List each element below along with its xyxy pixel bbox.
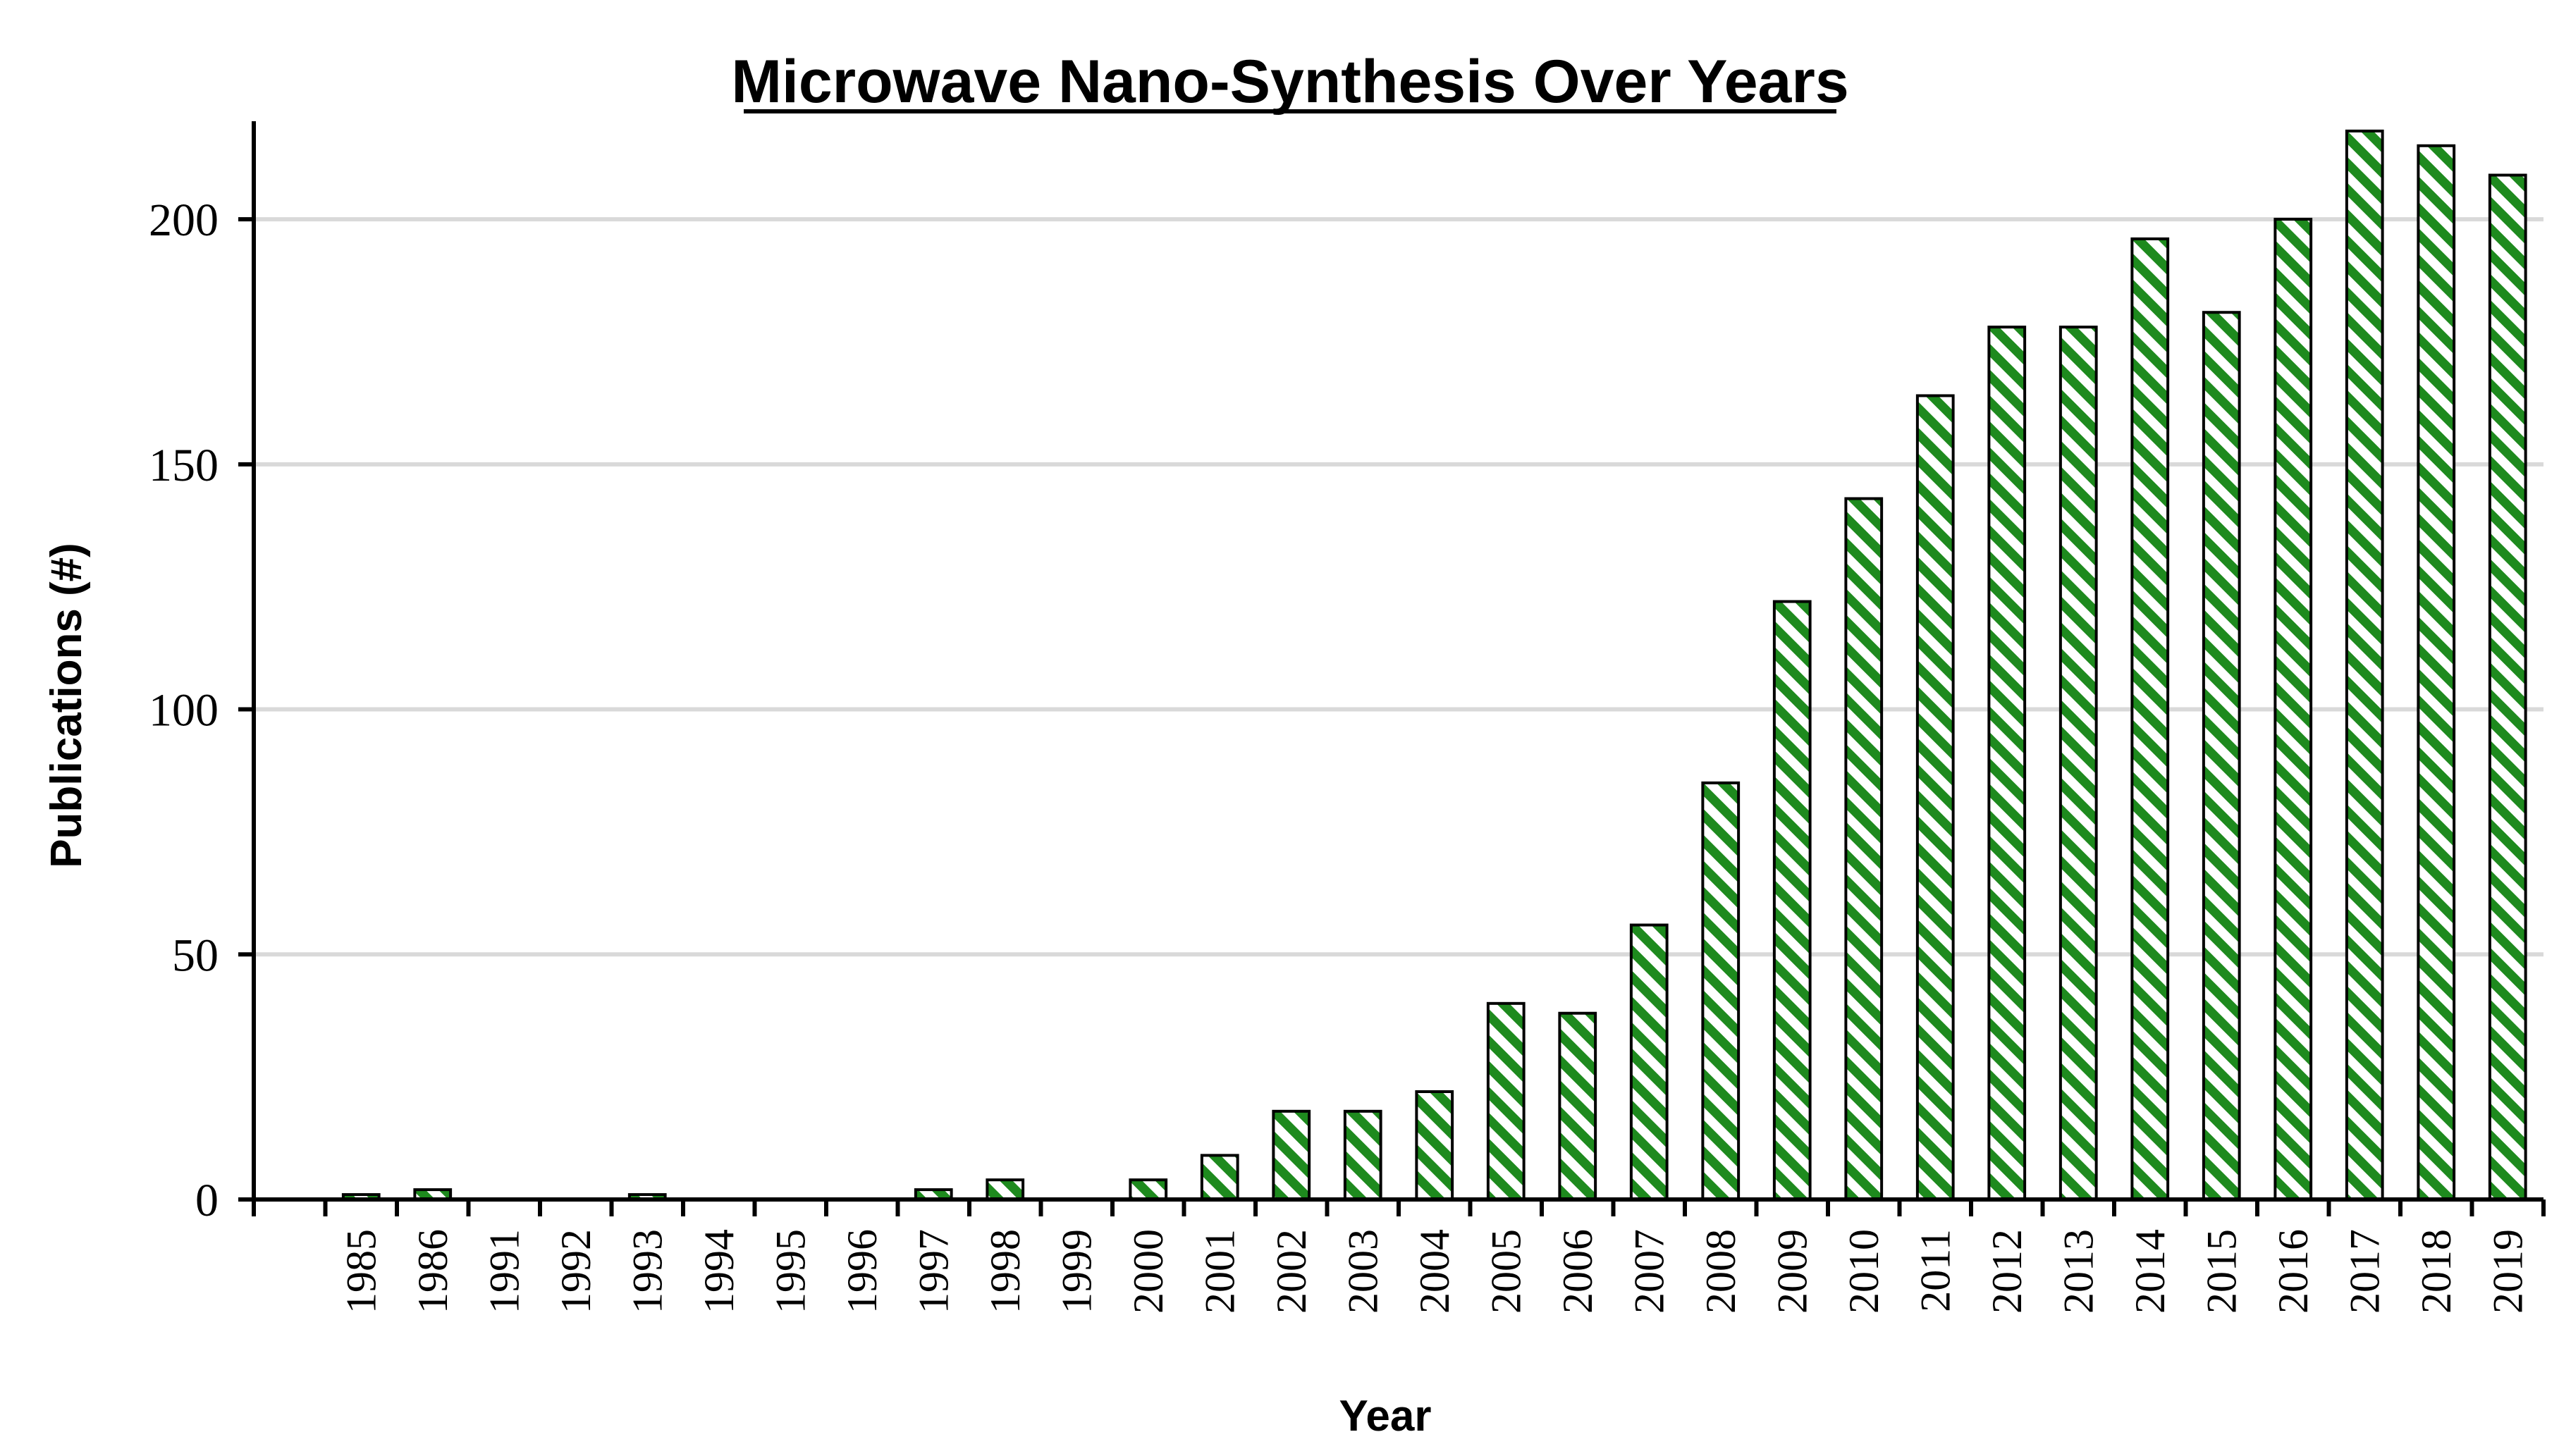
- y-axis-ticks: 0 50 100 150 200: [149, 195, 254, 1226]
- x-tick-label-2003: 2003: [1339, 1229, 1386, 1314]
- bar-2007: [1629, 923, 1669, 1201]
- x-tick-label-2012: 2012: [1984, 1229, 2030, 1314]
- y-tick-label-200: 200: [149, 195, 219, 246]
- axes: [252, 121, 2543, 1202]
- y-tick-label-0: 0: [195, 1175, 219, 1226]
- x-tick-label-1999: 1999: [1053, 1229, 1100, 1314]
- bar-2010: [1844, 497, 1884, 1201]
- x-tick-label-1997: 1997: [910, 1229, 957, 1314]
- bar-2005: [1486, 1001, 1526, 1202]
- y-tick-label-100: 100: [149, 685, 219, 736]
- x-tick-label-1998: 1998: [982, 1229, 1029, 1314]
- x-tick-label-2014: 2014: [2127, 1229, 2173, 1314]
- y-axis-title: Publications (#): [42, 543, 91, 868]
- bar-2006: [1558, 1011, 1597, 1202]
- bar-2016: [2273, 218, 2313, 1201]
- chart-title: Microwave Nano-Synthesis Over Years: [731, 48, 1848, 116]
- x-tick-label-2010: 2010: [1841, 1229, 1887, 1314]
- x-axis-title: Year: [1339, 1392, 1431, 1440]
- x-tick-label-2004: 2004: [1411, 1229, 1458, 1314]
- x-tick-label-2017: 2017: [2341, 1229, 2388, 1314]
- x-tick-label-2009: 2009: [1769, 1229, 1815, 1314]
- bar-2019: [2488, 173, 2527, 1201]
- x-tick-label-1991: 1991: [481, 1229, 527, 1314]
- x-tick-label-2013: 2013: [2055, 1229, 2101, 1314]
- x-tick-label-2005: 2005: [1483, 1229, 1529, 1314]
- bar-2004: [1415, 1090, 1454, 1201]
- y-tick-label-150: 150: [149, 440, 219, 491]
- x-tick-label-1995: 1995: [767, 1229, 814, 1314]
- x-tick-label-2019: 2019: [2484, 1229, 2531, 1314]
- bar-2013: [2058, 326, 2098, 1201]
- x-tick-label-1994: 1994: [696, 1229, 742, 1314]
- bar-2015: [2202, 311, 2241, 1201]
- x-tick-label-1996: 1996: [839, 1229, 885, 1314]
- x-tick-label-2002: 2002: [1268, 1229, 1315, 1314]
- bar-2009: [1772, 600, 1812, 1201]
- bar-2014: [2130, 237, 2170, 1202]
- x-tick-label-2008: 2008: [1698, 1229, 1744, 1314]
- bar-1998: [986, 1178, 1025, 1201]
- x-tick-label-2011: 2011: [1912, 1229, 1958, 1312]
- x-axis-ticks: 1985 1986 1991 1992 1993 1994 1995 1996 1997 1998…: [252, 1199, 2546, 1314]
- x-tick-label-2006: 2006: [1554, 1229, 1601, 1314]
- bar-2008: [1701, 781, 1741, 1201]
- bar-2001: [1200, 1154, 1239, 1201]
- bar-2017: [2345, 129, 2384, 1202]
- y-tick-label-50: 50: [172, 930, 219, 981]
- bar-2000: [1129, 1178, 1168, 1201]
- x-tick-label-2007: 2007: [1626, 1229, 1672, 1314]
- bar-2011: [1915, 394, 1955, 1201]
- bars: [341, 129, 2527, 1202]
- x-tick-label-1993: 1993: [624, 1229, 670, 1314]
- x-tick-label-1986: 1986: [410, 1229, 456, 1314]
- x-tick-label-1985: 1985: [338, 1229, 384, 1314]
- x-tick-label-2016: 2016: [2270, 1229, 2316, 1314]
- gridlines: [254, 217, 2543, 957]
- x-tick-label-2018: 2018: [2413, 1229, 2460, 1314]
- x-tick-label-2001: 2001: [1196, 1229, 1243, 1314]
- bar-2018: [2417, 144, 2456, 1202]
- x-tick-label-2015: 2015: [2198, 1229, 2245, 1314]
- x-tick-label-1992: 1992: [553, 1229, 599, 1314]
- bar-2002: [1272, 1109, 1311, 1202]
- bar-2003: [1343, 1109, 1382, 1202]
- x-tick-label-2000: 2000: [1125, 1229, 1172, 1314]
- bar-2012: [1987, 326, 2027, 1201]
